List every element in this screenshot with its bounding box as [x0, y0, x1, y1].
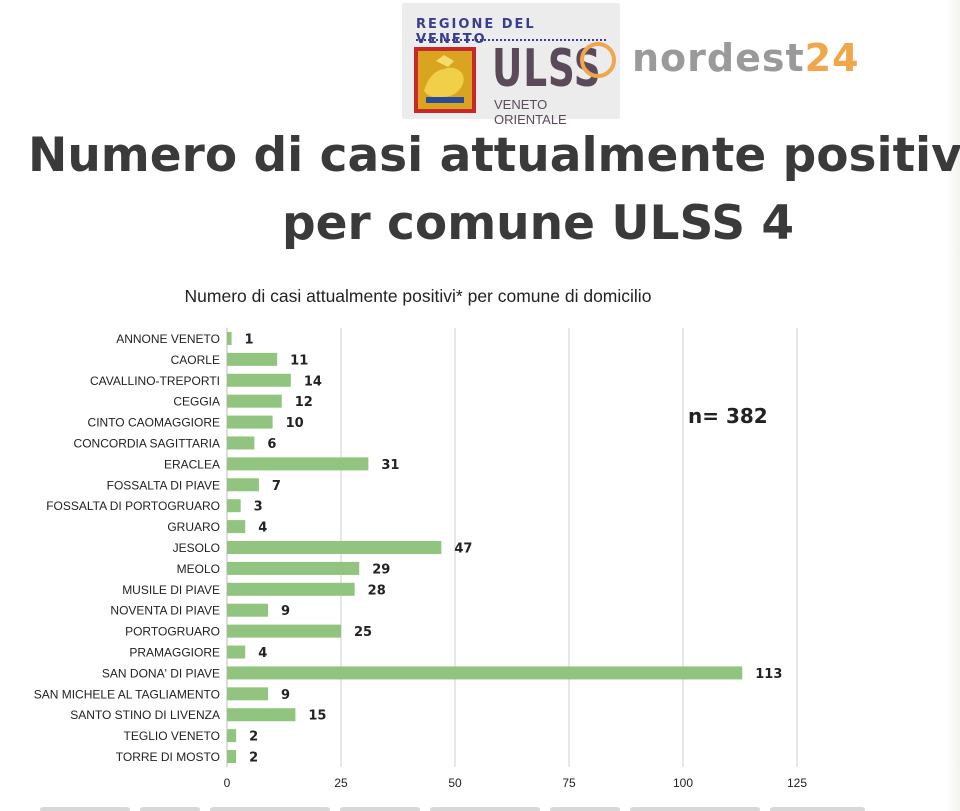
category-label: SANTO STINO DI LIVENZA [70, 708, 220, 722]
category-label: CONCORDIA SAGITTARIA [74, 436, 220, 450]
bar [227, 645, 246, 659]
category-label: FOSSALTA DI PIAVE [107, 478, 220, 492]
page-title-line2: per comune ULSS 4 [282, 196, 795, 251]
category-label: SAN DONA' DI PIAVE [102, 666, 220, 680]
bar [227, 729, 237, 743]
bar [227, 520, 246, 534]
category-label: FOSSALTA DI PORTOGRUARO [46, 499, 220, 513]
data-label: 9 [281, 604, 290, 619]
data-label: 3 [254, 500, 263, 515]
bar [227, 750, 237, 764]
data-label: 4 [258, 521, 267, 536]
data-label: 9 [281, 688, 290, 703]
bar [227, 394, 282, 408]
data-label: 28 [368, 583, 386, 598]
category-label: ERACLEA [164, 457, 220, 471]
data-label: 47 [454, 542, 472, 557]
data-label: 2 [249, 751, 258, 766]
category-label: PRAMAGGIORE [129, 646, 220, 660]
bar [227, 457, 369, 471]
data-label: 4 [258, 646, 267, 661]
x-tick-label: 25 [334, 776, 348, 790]
ulss-logo: REGIONE DEL VENETO ULSS VENETO ORIENTALE [402, 3, 620, 127]
category-label: GRUARO [167, 520, 220, 534]
category-label: NOVENTA DI PIAVE [110, 604, 220, 618]
data-label: 6 [267, 437, 276, 452]
bar [227, 436, 255, 450]
x-tick-label: 100 [673, 776, 693, 790]
ulss-subtitle: VENETO ORIENTALE [494, 97, 567, 127]
data-label: 2 [249, 730, 258, 745]
category-label: TORRE DI MOSTO [116, 750, 220, 764]
x-tick-label: 0 [224, 776, 231, 790]
page-edge-shade [946, 0, 960, 811]
page-title-line1: Numero di casi attualmente positivi [28, 128, 960, 183]
category-label: PORTOGRUARO [125, 625, 220, 639]
bar [227, 478, 259, 492]
chart-title: Numero di casi attualmente positivi* per… [184, 286, 652, 306]
bar [227, 687, 269, 701]
x-tick-label: 50 [448, 776, 462, 790]
data-label: 10 [286, 416, 304, 431]
data-label: 31 [381, 458, 399, 473]
logo-divider [416, 39, 606, 41]
bar [227, 708, 296, 722]
data-label: 11 [290, 353, 308, 368]
category-label: SAN MICHELE AL TAGLIAMENTO [34, 687, 220, 701]
bar [227, 561, 360, 575]
data-label: 113 [755, 667, 782, 682]
bar [227, 331, 232, 345]
x-tick-label: 75 [562, 776, 576, 790]
category-label: JESOLO [173, 541, 220, 555]
bar [227, 352, 278, 366]
brand-number: 24 [804, 36, 860, 80]
total-annotation: n= 382 [688, 404, 768, 428]
data-label: 15 [308, 709, 326, 724]
nordest24-logo: nordest24 [580, 36, 870, 86]
brand-wordmark: nordest24 [632, 36, 860, 80]
data-label: 1 [245, 332, 254, 347]
category-label: CINTO CAOMAGGIORE [88, 416, 220, 430]
bar [227, 603, 269, 617]
data-label: 12 [295, 395, 313, 410]
bar [227, 415, 273, 429]
lion-emblem-icon [414, 47, 476, 113]
data-label: 29 [372, 562, 390, 577]
brand-word: nordest [632, 36, 805, 80]
category-label: MUSILE DI PIAVE [122, 583, 220, 597]
bar [227, 582, 355, 596]
bar [227, 499, 241, 513]
bar [227, 541, 442, 554]
category-label: CAVALLINO-TREPORTI [90, 374, 220, 388]
x-tick-label: 125 [787, 776, 807, 790]
bar [227, 373, 291, 387]
bar [227, 624, 341, 638]
data-label: 7 [272, 479, 281, 494]
category-label: CAORLE [171, 353, 220, 367]
footnote-cut-off [40, 800, 920, 811]
category-label: TEGLIO VENETO [124, 729, 220, 743]
category-label: ANNONE VENETO [116, 332, 220, 346]
category-label: CEGGIA [173, 395, 220, 409]
category-label: MEOLO [177, 562, 220, 576]
data-label: 14 [304, 374, 322, 389]
brand-circle-icon [580, 42, 616, 78]
data-label: 25 [354, 625, 372, 640]
bar [227, 666, 743, 680]
